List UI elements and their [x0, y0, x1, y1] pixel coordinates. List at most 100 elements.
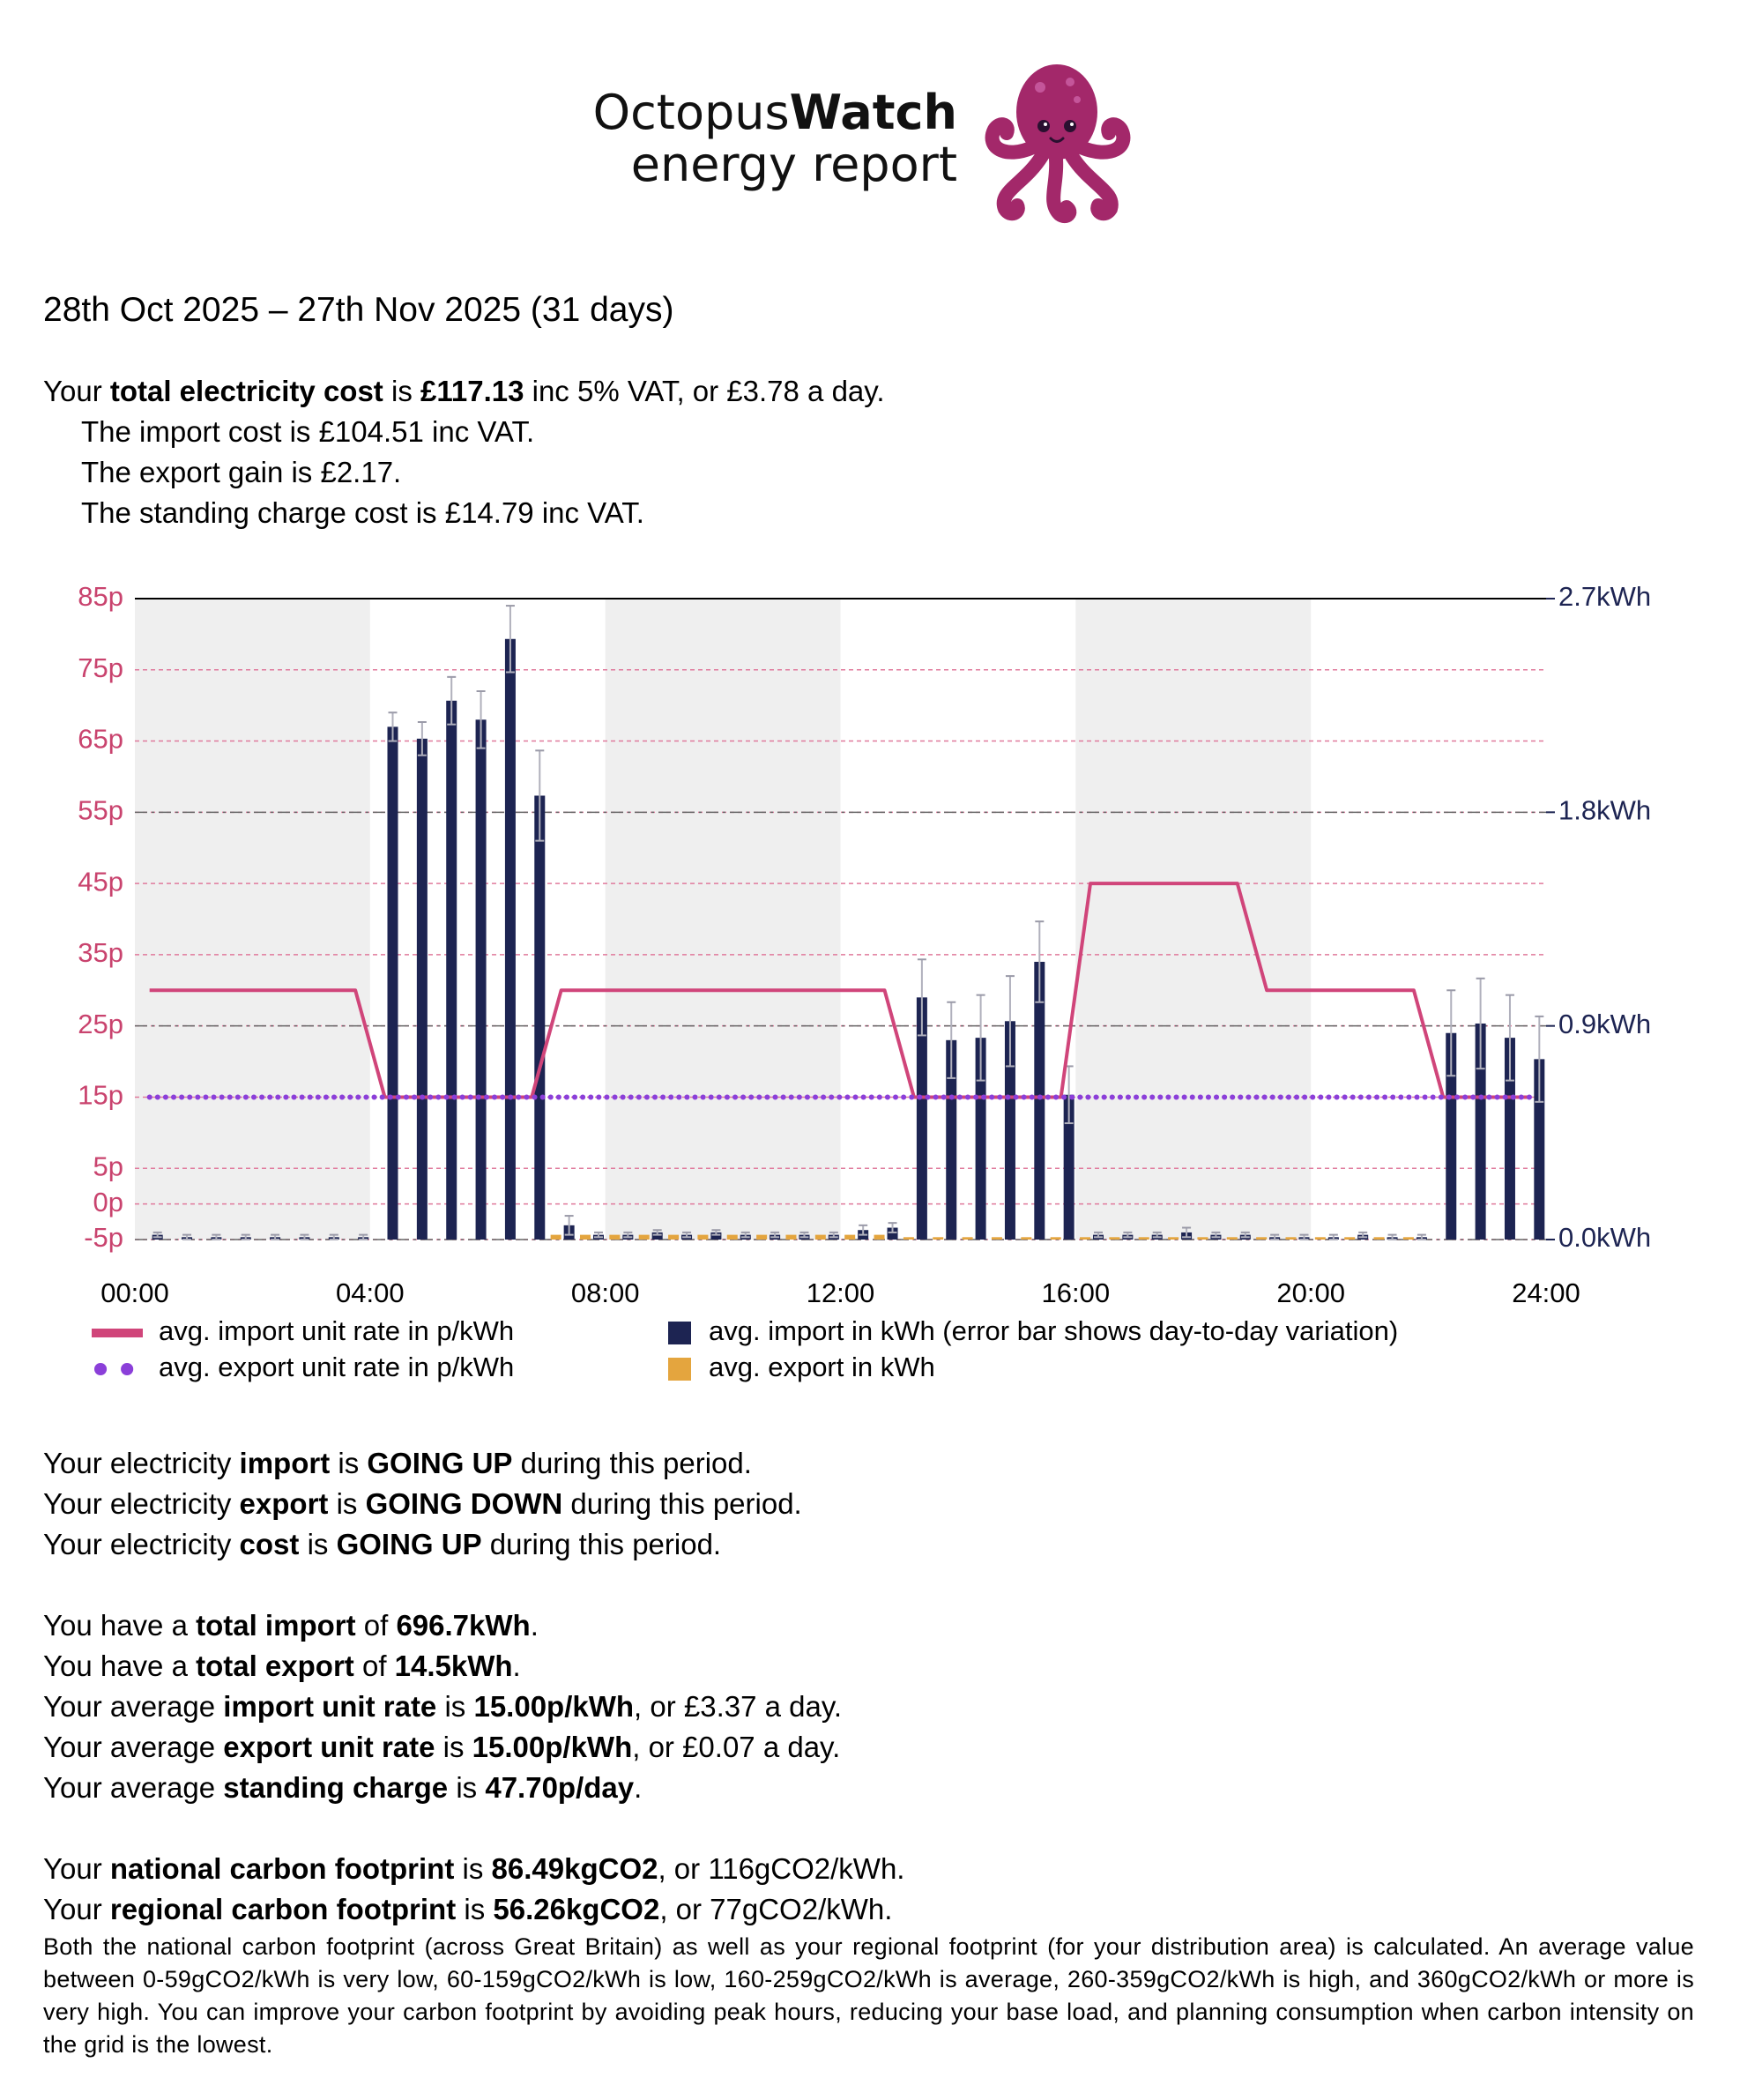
y2-tick-label: 0.9kWh: [1558, 1009, 1651, 1039]
bar: [697, 1234, 709, 1240]
text: Your: [43, 1852, 110, 1885]
bold-text: import unit rate: [223, 1690, 437, 1723]
bar: [916, 997, 927, 1240]
bold-text: total export: [196, 1649, 354, 1682]
legend-swatch: [668, 1322, 691, 1344]
bar: [668, 1234, 680, 1240]
cost-summary: Your total electricity cost is £117.13 i…: [43, 371, 885, 533]
text: Your electricity: [43, 1447, 240, 1479]
eye-highlight: [1070, 123, 1074, 126]
text: during this period.: [481, 1528, 722, 1560]
carbon: Your national carbon footprint is 86.49k…: [43, 1849, 904, 1930]
bar: [1034, 961, 1045, 1240]
spot: [1066, 78, 1074, 86]
x-tick-label: 04:00: [336, 1277, 405, 1308]
legend-label: avg. import unit rate in p/kWh: [159, 1315, 514, 1346]
text-line: Your average export unit rate is 15.00p/…: [43, 1727, 842, 1768]
bold-text: export: [239, 1487, 329, 1520]
bold-text: cost: [239, 1528, 300, 1560]
bold-text: national carbon footprint: [109, 1852, 455, 1885]
bar: [710, 1232, 722, 1240]
tentacle: [1065, 149, 1119, 221]
text: inc 5% VAT, or £3.78 a day.: [524, 375, 885, 407]
octopus-head: [1016, 64, 1097, 160]
text: , or £3.37 a day.: [634, 1690, 843, 1723]
eye: [1064, 120, 1076, 132]
text: is: [328, 1487, 366, 1520]
text: is: [456, 1893, 494, 1925]
y-tick-label: 45p: [78, 866, 123, 897]
spot: [1074, 96, 1081, 103]
text: is: [299, 1528, 337, 1560]
bar: [1314, 1237, 1326, 1240]
text: during this period.: [512, 1447, 752, 1479]
legend-label: avg. import in kWh (error bar shows day-…: [709, 1315, 1398, 1346]
report-graphics: OctopusWatch energy report 85p 75p 65p 55p 4…: [78, 64, 1651, 1382]
y-tick-label: -5p: [84, 1222, 123, 1253]
bold-text: 47.70p/day: [485, 1771, 635, 1804]
text-line: Your regional carbon footprint is 56.26k…: [43, 1889, 904, 1930]
totals: You have a total import of 696.7kWh. You …: [43, 1605, 842, 1808]
bar: [1402, 1237, 1414, 1240]
bold-text: import: [239, 1447, 331, 1479]
bar: [475, 719, 487, 1240]
spot: [1035, 82, 1045, 93]
tentacle: [985, 117, 1040, 160]
text: , or £0.07 a day.: [632, 1731, 841, 1763]
text: , or 116gCO2/kWh.: [658, 1852, 905, 1885]
bar: [1504, 1038, 1515, 1240]
tentacle: [1074, 117, 1131, 160]
text: is: [383, 375, 420, 407]
x-tick-label: 00:00: [100, 1277, 169, 1308]
cost-detail: The standing charge cost is £14.79 inc V…: [81, 496, 644, 529]
bar: [756, 1234, 768, 1240]
text: Your average: [43, 1690, 224, 1723]
bold-text: 15.00p/kWh: [473, 1690, 635, 1723]
bold-text: 15.00p/kWh: [472, 1731, 633, 1763]
smile: [1049, 137, 1065, 143]
bold-text: regional carbon footprint: [109, 1893, 457, 1925]
x-tick-label: 20:00: [1276, 1277, 1345, 1308]
bar: [1063, 1094, 1074, 1240]
bar: [1080, 1237, 1091, 1240]
bar: [651, 1232, 663, 1240]
bar: [609, 1234, 621, 1240]
bar: [844, 1234, 856, 1240]
bar: [550, 1234, 561, 1240]
bar: [1168, 1237, 1179, 1240]
bar: [1138, 1237, 1149, 1240]
text: of: [355, 1609, 397, 1642]
text: .: [530, 1609, 539, 1642]
eye-highlight: [1044, 123, 1047, 126]
bar: [1475, 1023, 1486, 1240]
text: of: [353, 1649, 395, 1682]
y2-tick-label: 2.7kWh: [1558, 581, 1651, 612]
x-tick-label: 12:00: [807, 1277, 875, 1308]
bar: [991, 1237, 1002, 1240]
bar: [1226, 1237, 1238, 1240]
bar: [933, 1237, 944, 1240]
text: Your electricity: [43, 1528, 240, 1560]
text: Your average: [43, 1731, 224, 1763]
shaded-band: [135, 599, 370, 1240]
bar: [1021, 1237, 1032, 1240]
text: You have a: [43, 1609, 197, 1642]
bar: [887, 1227, 898, 1240]
bold-text: £117.13: [420, 375, 524, 407]
y-tick-label: 55p: [78, 795, 123, 826]
x-tick-label: 08:00: [571, 1277, 640, 1308]
y-tick-label: 25p: [78, 1009, 123, 1039]
bold-text: GOING DOWN: [365, 1487, 563, 1520]
text: .: [634, 1771, 643, 1804]
shaded-band: [605, 599, 841, 1240]
octopus-logo: [985, 64, 1131, 223]
text: is: [435, 1731, 472, 1763]
text: is: [454, 1852, 492, 1885]
text: Your average: [43, 1771, 224, 1804]
text: .: [512, 1649, 521, 1682]
bar: [1004, 1021, 1015, 1240]
y-tick-label: 75p: [78, 652, 123, 683]
bar: [903, 1237, 914, 1240]
bold-text: GOING UP: [367, 1447, 513, 1479]
bar: [504, 638, 516, 1240]
